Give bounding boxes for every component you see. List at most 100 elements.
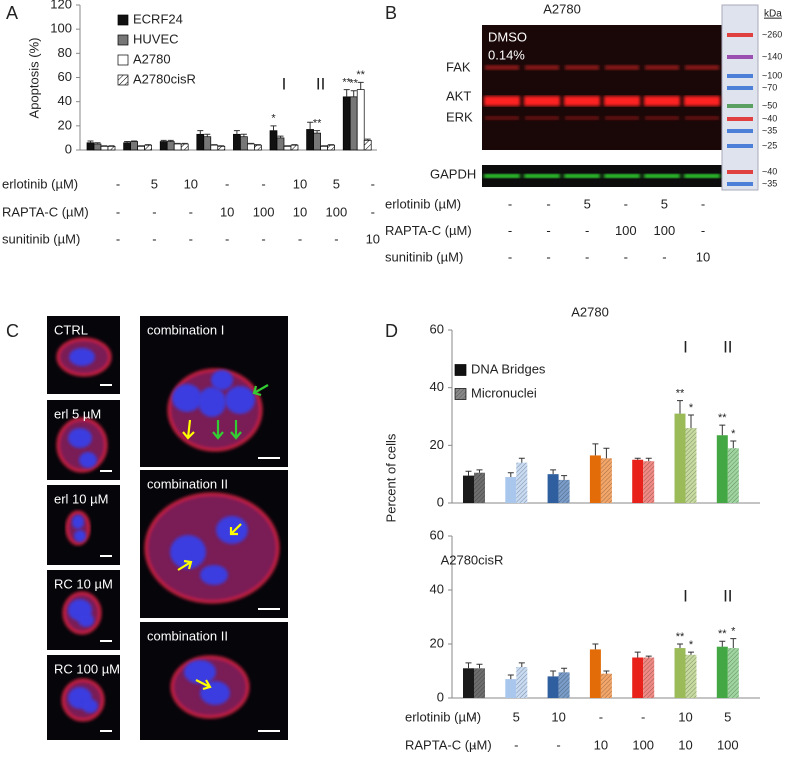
treatment-value: -	[514, 737, 518, 752]
ladder-label: ~260	[762, 29, 782, 39]
bar	[210, 144, 219, 151]
ladder-band	[727, 74, 753, 78]
band	[644, 96, 680, 106]
error-bar	[160, 139, 167, 142]
error-bar	[550, 670, 557, 677]
significance-label: **	[676, 388, 685, 400]
legend-swatch	[117, 34, 129, 46]
band	[684, 96, 720, 106]
treatment-value: 10	[293, 176, 307, 191]
nucleus	[200, 565, 228, 585]
error-bar	[314, 130, 321, 134]
treatment-value: -	[599, 709, 603, 724]
bar	[463, 475, 474, 503]
bar	[716, 646, 728, 698]
bar	[93, 143, 102, 151]
bar	[86, 142, 95, 151]
bar	[356, 89, 365, 151]
treatment-value: 5	[584, 196, 591, 211]
band	[524, 96, 560, 106]
treatment-value: -	[152, 204, 156, 219]
treatment-value: 100	[253, 204, 275, 219]
ladder-band	[727, 170, 753, 174]
error-bar	[343, 89, 350, 97]
nucleus	[170, 535, 206, 569]
y-axis-label: Percent of cells	[383, 433, 398, 522]
error-bar	[174, 142, 181, 144]
treatment-value: -	[371, 204, 375, 219]
treatment-value: -	[225, 231, 229, 246]
y-tick-label: 40	[430, 581, 444, 596]
error-bar	[677, 643, 683, 649]
treatment-value: -	[508, 223, 512, 238]
ladder-label: ~140	[762, 51, 782, 61]
nucleus	[82, 699, 98, 713]
legend-label: Micronuclei	[471, 385, 537, 400]
micrograph-label: combination II	[147, 628, 228, 643]
arrows	[177, 384, 269, 691]
band	[605, 116, 639, 120]
group-label: I	[282, 74, 287, 93]
treatment-value: -	[472, 709, 476, 724]
error-bar	[131, 140, 138, 142]
band-label: GAPDH	[430, 166, 476, 181]
bar	[558, 479, 570, 503]
treatment-label: sunitinib (µM)	[2, 231, 80, 246]
treatment-value: 10	[184, 176, 198, 191]
treatment-value: -	[624, 249, 628, 264]
treatment-value: 100	[654, 223, 676, 238]
band	[684, 174, 720, 178]
bar	[547, 676, 559, 698]
bar	[254, 144, 262, 151]
error-bar	[197, 130, 204, 135]
error-bar	[465, 662, 472, 669]
error-bar	[465, 470, 472, 476]
scale-bar	[258, 730, 280, 732]
significance-label: **	[356, 69, 365, 81]
band	[685, 65, 719, 70]
bar	[474, 668, 485, 698]
treatment-value: 100	[717, 737, 739, 752]
bar	[632, 657, 644, 698]
ladder-bands	[727, 33, 753, 186]
ladder-label: ~70	[762, 82, 777, 92]
treatment-value: -	[116, 231, 120, 246]
panel-letter: C	[6, 321, 19, 341]
band-label: ERK	[446, 109, 473, 124]
error-bar	[145, 144, 152, 146]
bar	[233, 133, 241, 151]
error-bar	[270, 125, 277, 131]
group-label: II	[723, 586, 732, 605]
band	[645, 116, 679, 120]
treatment-label: erlotinib (µM)	[405, 709, 481, 724]
treatment-value: -	[546, 223, 550, 238]
bar	[276, 137, 285, 151]
bar	[600, 458, 612, 503]
error-bar	[518, 457, 525, 463]
scale-bar	[258, 457, 280, 459]
micrograph-label: erl 5 µM	[54, 406, 101, 421]
bar	[290, 144, 299, 151]
bar	[180, 143, 189, 151]
error-bar	[603, 447, 610, 459]
group-label: II	[316, 74, 325, 93]
bar	[363, 139, 372, 151]
treatment-value: -	[472, 737, 476, 752]
treatment-value: -	[701, 223, 705, 238]
treatment-value: 100	[615, 223, 637, 238]
y-tick-label: 60	[58, 69, 72, 84]
treatment-value: -	[556, 737, 560, 752]
error-bar	[634, 457, 641, 460]
micrograph-label: RC 10 µM	[54, 576, 113, 591]
ladder-band	[727, 33, 753, 37]
y-tick-label: 100	[50, 21, 72, 36]
band-label: FAK	[446, 59, 471, 74]
ladder-band	[727, 182, 753, 186]
band	[525, 65, 559, 70]
significance-label: **	[313, 118, 322, 130]
blot-image	[482, 25, 722, 150]
error-bar	[688, 651, 694, 655]
ladder-band	[727, 104, 753, 108]
ladder-band	[727, 55, 753, 59]
treatment-value: 10	[366, 231, 380, 246]
